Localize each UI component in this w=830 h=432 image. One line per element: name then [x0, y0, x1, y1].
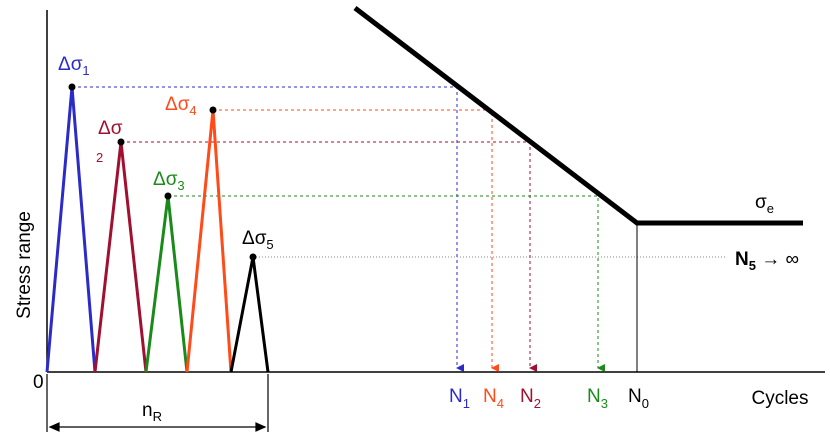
- stress-label: Δσ5: [242, 228, 274, 252]
- label-sub: 1: [82, 63, 89, 78]
- x-axis-label: Cycles: [751, 388, 808, 409]
- peak: [165, 193, 172, 200]
- label-base: N: [483, 386, 497, 407]
- label-sub: 1: [463, 396, 470, 411]
- sn-diagram: Stress range Cycles 0 Δσ1 Δσ2 Δσ3 Δσ4 Δσ…: [0, 0, 830, 432]
- stress-label: Δσ3: [153, 169, 185, 193]
- cycle-5: [231, 257, 268, 372]
- label-base: Δσ: [58, 54, 83, 75]
- y-axis-label: Stress range: [14, 211, 35, 319]
- label-base: N: [449, 386, 463, 407]
- label-sub: 5: [266, 237, 273, 252]
- label-base: n: [142, 400, 153, 421]
- label-sub: 3: [601, 396, 608, 411]
- cycle-label: N4: [483, 386, 504, 411]
- stress-label: Δσ1: [58, 54, 90, 78]
- projections: [72, 87, 725, 372]
- block-label: nR: [142, 400, 162, 424]
- label-sub: 5: [749, 258, 756, 273]
- cycle-1: [47, 87, 95, 372]
- label-sub: 4: [189, 103, 196, 118]
- label-sub: 2: [534, 396, 541, 411]
- label-base: N: [628, 386, 642, 407]
- label-sub: R: [153, 409, 162, 424]
- label-base: Δσ: [98, 118, 123, 139]
- label-rest: → ∞: [756, 249, 799, 270]
- label-sub: 0: [642, 396, 649, 411]
- label-sub: 3: [177, 178, 184, 193]
- stress-label: Δσ4: [165, 94, 197, 118]
- cycle-2: [95, 142, 146, 372]
- cycle-label: N0: [628, 386, 649, 411]
- cycle-4: [187, 110, 231, 372]
- peak: [250, 254, 257, 261]
- origin-label: 0: [33, 372, 44, 393]
- label-base: Δσ: [165, 94, 190, 115]
- cycle-label: N3: [587, 386, 608, 411]
- label-base: N: [735, 249, 749, 270]
- projection-n3: [168, 196, 598, 368]
- spectrum: [47, 87, 268, 372]
- label-sub: e: [767, 201, 774, 216]
- label-base: N: [587, 386, 601, 407]
- axes: [47, 10, 825, 372]
- endurance-label: σe: [755, 192, 774, 216]
- label-sub: 2: [96, 150, 103, 165]
- label-base: σ: [755, 192, 767, 213]
- cycle-3: [146, 196, 187, 372]
- label-base: Δσ: [153, 169, 178, 190]
- cycle-label: N2: [520, 386, 541, 411]
- peak: [69, 84, 76, 91]
- infinite-label: N5 → ∞: [735, 249, 799, 273]
- label-base: N: [520, 386, 534, 407]
- cycle-label: N1: [449, 386, 470, 411]
- peak: [118, 139, 125, 146]
- peak: [210, 107, 217, 114]
- sn-curve: [355, 8, 803, 223]
- label-sub: 4: [497, 396, 504, 411]
- label-base: Δσ: [242, 228, 267, 249]
